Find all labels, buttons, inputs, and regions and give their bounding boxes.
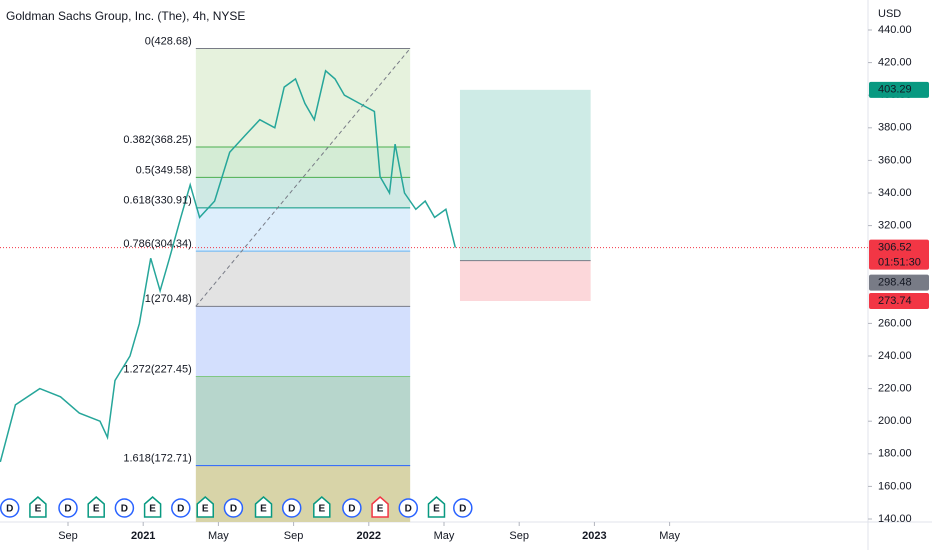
price-badge-label: 273.74 (878, 295, 912, 307)
x-tick-label: May (208, 530, 229, 542)
y-tick-label: 140.00 (878, 513, 912, 525)
event-label: D (177, 504, 184, 515)
currency: USD (878, 8, 901, 20)
event-icon (371, 496, 389, 518)
y-tick-label: 320.00 (878, 220, 912, 232)
y-tick-label: 380.00 (878, 122, 912, 134)
event-label: E (433, 504, 440, 515)
event-label: E (149, 504, 156, 515)
price-badge (869, 274, 929, 291)
fib-label: 1.618(172.71) (123, 453, 192, 465)
event-label: E (93, 504, 100, 515)
event-icon (281, 498, 302, 518)
fib-band (195, 376, 411, 466)
profit-zone (459, 89, 591, 261)
event-icon (87, 496, 105, 518)
event-label: D (6, 504, 13, 515)
event-icon (223, 498, 244, 518)
event-icon (453, 498, 473, 518)
plot (0, 47, 868, 522)
event-label: E (202, 504, 209, 515)
y-tick-label: 240.00 (878, 350, 912, 362)
fib-band (195, 146, 411, 178)
event-label: D (230, 504, 237, 515)
event-label: D (405, 504, 412, 515)
event-label: D (64, 504, 71, 515)
event-label: E (35, 504, 42, 515)
event-label: D (459, 504, 466, 515)
price-badge-label: 298.48 (878, 277, 912, 289)
x-tick-label: 2023 (582, 530, 606, 542)
x-tick-label: 2022 (357, 530, 381, 542)
price-badge (869, 239, 929, 270)
event-label: E (318, 504, 325, 515)
y-tick-label: 440.00 (878, 24, 912, 36)
countdown: 01:51:30 (878, 256, 921, 268)
event-icon (29, 496, 47, 518)
fib-label: 0(428.68) (145, 35, 192, 47)
event-label: E (377, 504, 384, 515)
event-icon (143, 496, 162, 518)
event-icon (114, 498, 135, 518)
fib-label: 1.272(227.45) (123, 363, 192, 375)
fib-band (195, 177, 411, 208)
y-tick-label: 160.00 (878, 480, 912, 492)
fib-band (195, 251, 411, 307)
x-tick-label: 2021 (131, 530, 155, 542)
y-tick-label: 200.00 (878, 415, 912, 427)
y-tick-label: 220.00 (878, 383, 912, 395)
x-tick-label: May (434, 530, 455, 542)
event-label: D (121, 504, 128, 515)
fib-label: 0.382(368.25) (123, 134, 192, 146)
event-icon (171, 498, 191, 518)
price-badge-label: 403.29 (878, 84, 912, 96)
fib-label: 1(270.48) (145, 293, 192, 305)
event-icon (398, 498, 419, 518)
price-badge-label: 306.52 (878, 241, 912, 253)
loss-zone (459, 260, 591, 302)
event-icon (342, 498, 362, 518)
event-icon (196, 496, 214, 518)
x-tick-label: Sep (509, 530, 529, 542)
event-label: D (348, 504, 355, 515)
price-badge (869, 293, 929, 310)
event-icon (0, 498, 20, 518)
fib-label: 0.5(349.58) (136, 164, 192, 176)
fib-label: 0.618(330.91) (123, 195, 192, 207)
price-badge (869, 81, 929, 98)
chart-title: Goldman Sachs Group, Inc. (The), 4h, NYS… (6, 9, 245, 23)
event-label: D (288, 504, 295, 515)
y-tick-label: 340.00 (878, 187, 912, 199)
fib-label: 0.786(304.34) (123, 238, 192, 250)
event-icon (313, 496, 331, 518)
price-line (0, 69, 457, 463)
x-tick-label: Sep (58, 530, 78, 542)
y-tick-label: 180.00 (878, 448, 912, 460)
x-tick-label: Sep (284, 530, 304, 542)
y-tick-label: 260.00 (878, 317, 912, 329)
fib-band (195, 207, 411, 252)
event-icon (58, 498, 78, 518)
fib-band (195, 306, 411, 377)
x-tick-label: May (659, 530, 680, 542)
y-tick-label: 420.00 (878, 57, 912, 69)
event-label: E (260, 504, 267, 515)
event-icon (254, 496, 273, 518)
event-icon (427, 496, 446, 518)
y-tick-label: 360.00 (878, 154, 912, 166)
